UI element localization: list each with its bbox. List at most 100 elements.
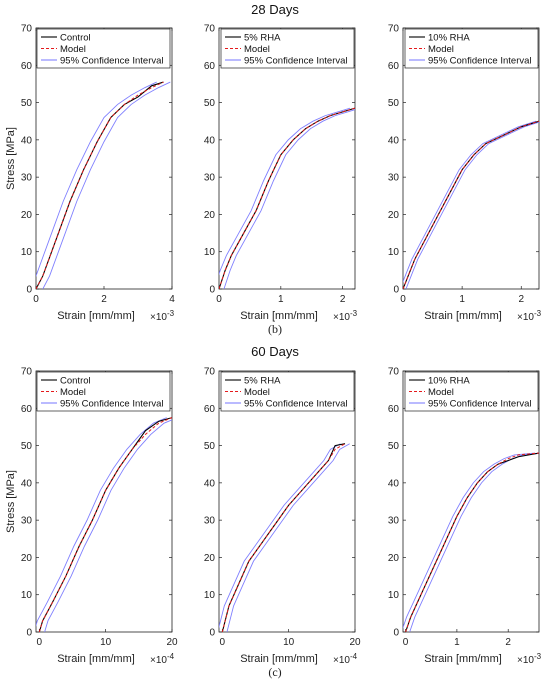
y-tick-label: 40 [204, 135, 216, 146]
ci-upper-line [36, 81, 157, 277]
y-tick-label: 40 [388, 135, 400, 146]
series-group [36, 417, 172, 632]
legend-model-label: Model [60, 387, 86, 398]
y-tick-label: 50 [388, 441, 400, 452]
plot-area [35, 27, 173, 290]
caption-c: (c) [268, 665, 282, 679]
y-axis-label: Stress [MPa] [5, 470, 17, 533]
legend-box [36, 28, 171, 69]
y-tick-label: 0 [393, 628, 399, 639]
x-axis-label: Strain [mm/mm] [57, 653, 135, 665]
x-tick-label: 0 [220, 637, 226, 648]
x-multiplier-label: ×10-3 [150, 309, 175, 323]
y-tick-label: 40 [388, 478, 400, 489]
ci-upper-line [403, 452, 535, 629]
series-group [219, 107, 355, 289]
x-multiplier-label: ×10-3 [517, 652, 542, 666]
row-title-60-days: 60 Days [251, 344, 299, 359]
legend-measured-label: 5% RHA [244, 375, 281, 386]
y-tick-label: 10 [388, 247, 400, 258]
y-tick-label: 30 [21, 173, 33, 184]
x-axis-label: Strain [mm/mm] [240, 653, 318, 665]
series-group [36, 81, 171, 289]
x-axis-label: Strain [mm/mm] [240, 310, 318, 322]
series-group [403, 120, 539, 289]
model-line [221, 443, 346, 632]
y-tick-label: 10 [21, 247, 33, 258]
legend-measured-label: Control [60, 375, 91, 386]
legend-box [220, 28, 355, 69]
legend-box [404, 371, 539, 412]
legend-ci-label: 95% Confidence Interval [244, 55, 348, 66]
x-multiplier-exponent: -3 [534, 652, 542, 661]
y-axis-label: Stress [MPa] [5, 127, 17, 190]
y-tick-label: 20 [204, 553, 216, 564]
y-tick-label: 50 [21, 441, 33, 452]
y-tick-label: 30 [21, 516, 33, 527]
y-tick-label: 10 [21, 590, 33, 601]
legend-model-label: Model [244, 44, 270, 55]
x-multiplier-exponent: -4 [350, 652, 358, 661]
model-line [219, 107, 355, 289]
plot-area [35, 370, 173, 633]
row-title-28-days: 28 Days [251, 2, 299, 17]
legend-ci-label: 95% Confidence Interval [428, 398, 532, 409]
legend-measured-label: 10% RHA [428, 375, 470, 386]
x-tick-label: 1 [278, 294, 284, 305]
chart-panel-4: 0 10 20 30 40 50 60 70 0 10 20 Strain [mm/mm] ×10-4 S… [5, 367, 178, 667]
x-multiplier-exponent: -4 [167, 652, 175, 661]
y-tick-label: 60 [204, 404, 216, 415]
legend-model-label: Model [60, 44, 86, 55]
x-tick-label: 20 [166, 637, 178, 648]
y-tick-label: 0 [209, 285, 215, 296]
ci-lower-line [405, 121, 539, 289]
x-tick-label: 2 [340, 294, 346, 305]
legend-measured-label: 5% RHA [244, 32, 281, 43]
y-tick-label: 20 [21, 553, 33, 564]
y-tick-label: 40 [204, 478, 216, 489]
y-tick-label: 60 [21, 61, 33, 72]
legend-measured-label: 10% RHA [428, 32, 470, 43]
y-tick-label: 60 [204, 61, 216, 72]
x-tick-label: 0 [403, 637, 409, 648]
legend-box [404, 28, 539, 69]
y-tick-label: 70 [21, 24, 33, 35]
x-multiplier-exponent: -3 [167, 309, 175, 318]
legend-model-label: Model [428, 44, 454, 55]
x-multiplier-label: ×10-4 [333, 652, 358, 666]
x-multiplier-label: ×10-4 [150, 652, 175, 666]
y-tick-label: 70 [21, 367, 33, 378]
model-line [405, 452, 539, 632]
y-tick-label: 60 [21, 404, 33, 415]
y-tick-label: 20 [388, 553, 400, 564]
y-tick-label: 70 [204, 367, 216, 378]
x-axis-label: Strain [mm/mm] [424, 310, 502, 322]
y-tick-label: 50 [388, 98, 400, 109]
y-tick-label: 30 [204, 173, 216, 184]
ci-lower-line [42, 81, 171, 289]
legend-ci-label: 95% Confidence Interval [428, 55, 532, 66]
model-line [403, 120, 539, 289]
y-tick-label: 0 [26, 628, 32, 639]
ci-lower-line [226, 443, 350, 632]
ci-upper-line [219, 107, 351, 276]
x-tick-label: 1 [459, 294, 465, 305]
x-tick-label: 0 [37, 637, 43, 648]
plot-area [402, 370, 540, 633]
series-group [219, 443, 350, 632]
model-line [36, 81, 164, 289]
legend-model-label: Model [244, 387, 270, 398]
x-tick-label: 0 [33, 294, 39, 305]
y-tick-label: 0 [393, 285, 399, 296]
x-tick-label: 4 [169, 294, 175, 305]
x-tick-label: 10 [283, 637, 295, 648]
chart-panel-5: 0 10 20 30 40 50 60 70 0 10 20 Strain [mm/mm] ×10-4 5… [204, 367, 361, 667]
x-tick-label: 10 [100, 637, 112, 648]
